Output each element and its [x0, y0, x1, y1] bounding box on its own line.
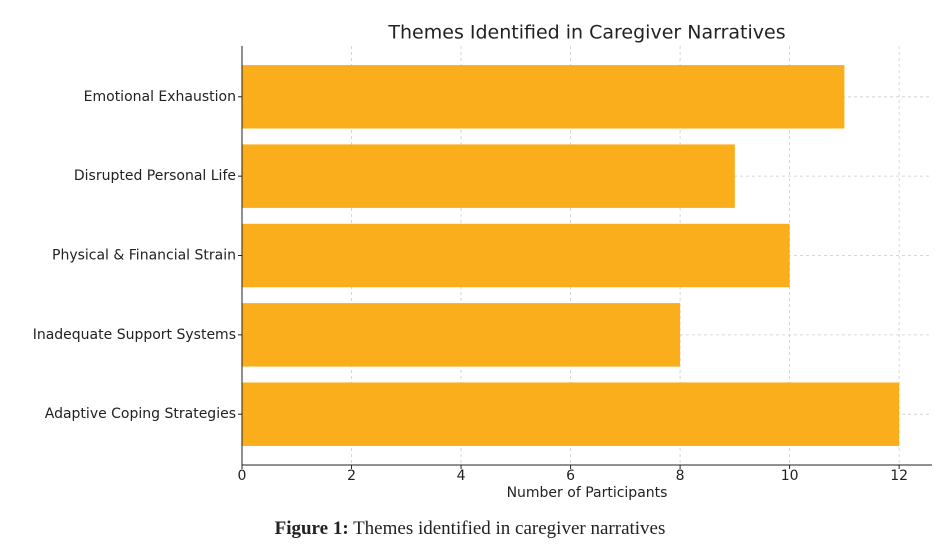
bar [242, 382, 900, 446]
y-tick-label: Emotional Exhaustion [84, 89, 236, 105]
x-tick-label: 2 [347, 468, 356, 484]
y-tick-label: Adaptive Coping Strategies [45, 406, 236, 422]
y-tick-label: Disrupted Personal Life [74, 168, 236, 184]
caption-label: Figure 1: [275, 518, 349, 539]
bar [242, 303, 681, 367]
y-tick-label: Physical & Financial Strain [52, 248, 236, 264]
x-axis-label: Number of Participants [507, 485, 668, 501]
x-tick-label: 12 [890, 468, 908, 484]
bar [242, 223, 790, 288]
y-tick-label: Inadequate Support Systems [33, 327, 236, 343]
x-tick-label: 10 [781, 468, 799, 484]
x-tick-label: 6 [566, 468, 575, 484]
x-tick-label: 8 [676, 468, 685, 484]
x-tick-label: 0 [238, 468, 247, 484]
x-tick-label: 4 [457, 468, 466, 484]
bar [242, 144, 735, 208]
caption-text: Themes identified in caregiver narrative… [353, 518, 665, 539]
bar [242, 65, 845, 129]
chart-title: Themes Identified in Caregiver Narrative… [387, 22, 785, 44]
caption: Figure 1: Themes identified in caregiver… [275, 518, 666, 539]
